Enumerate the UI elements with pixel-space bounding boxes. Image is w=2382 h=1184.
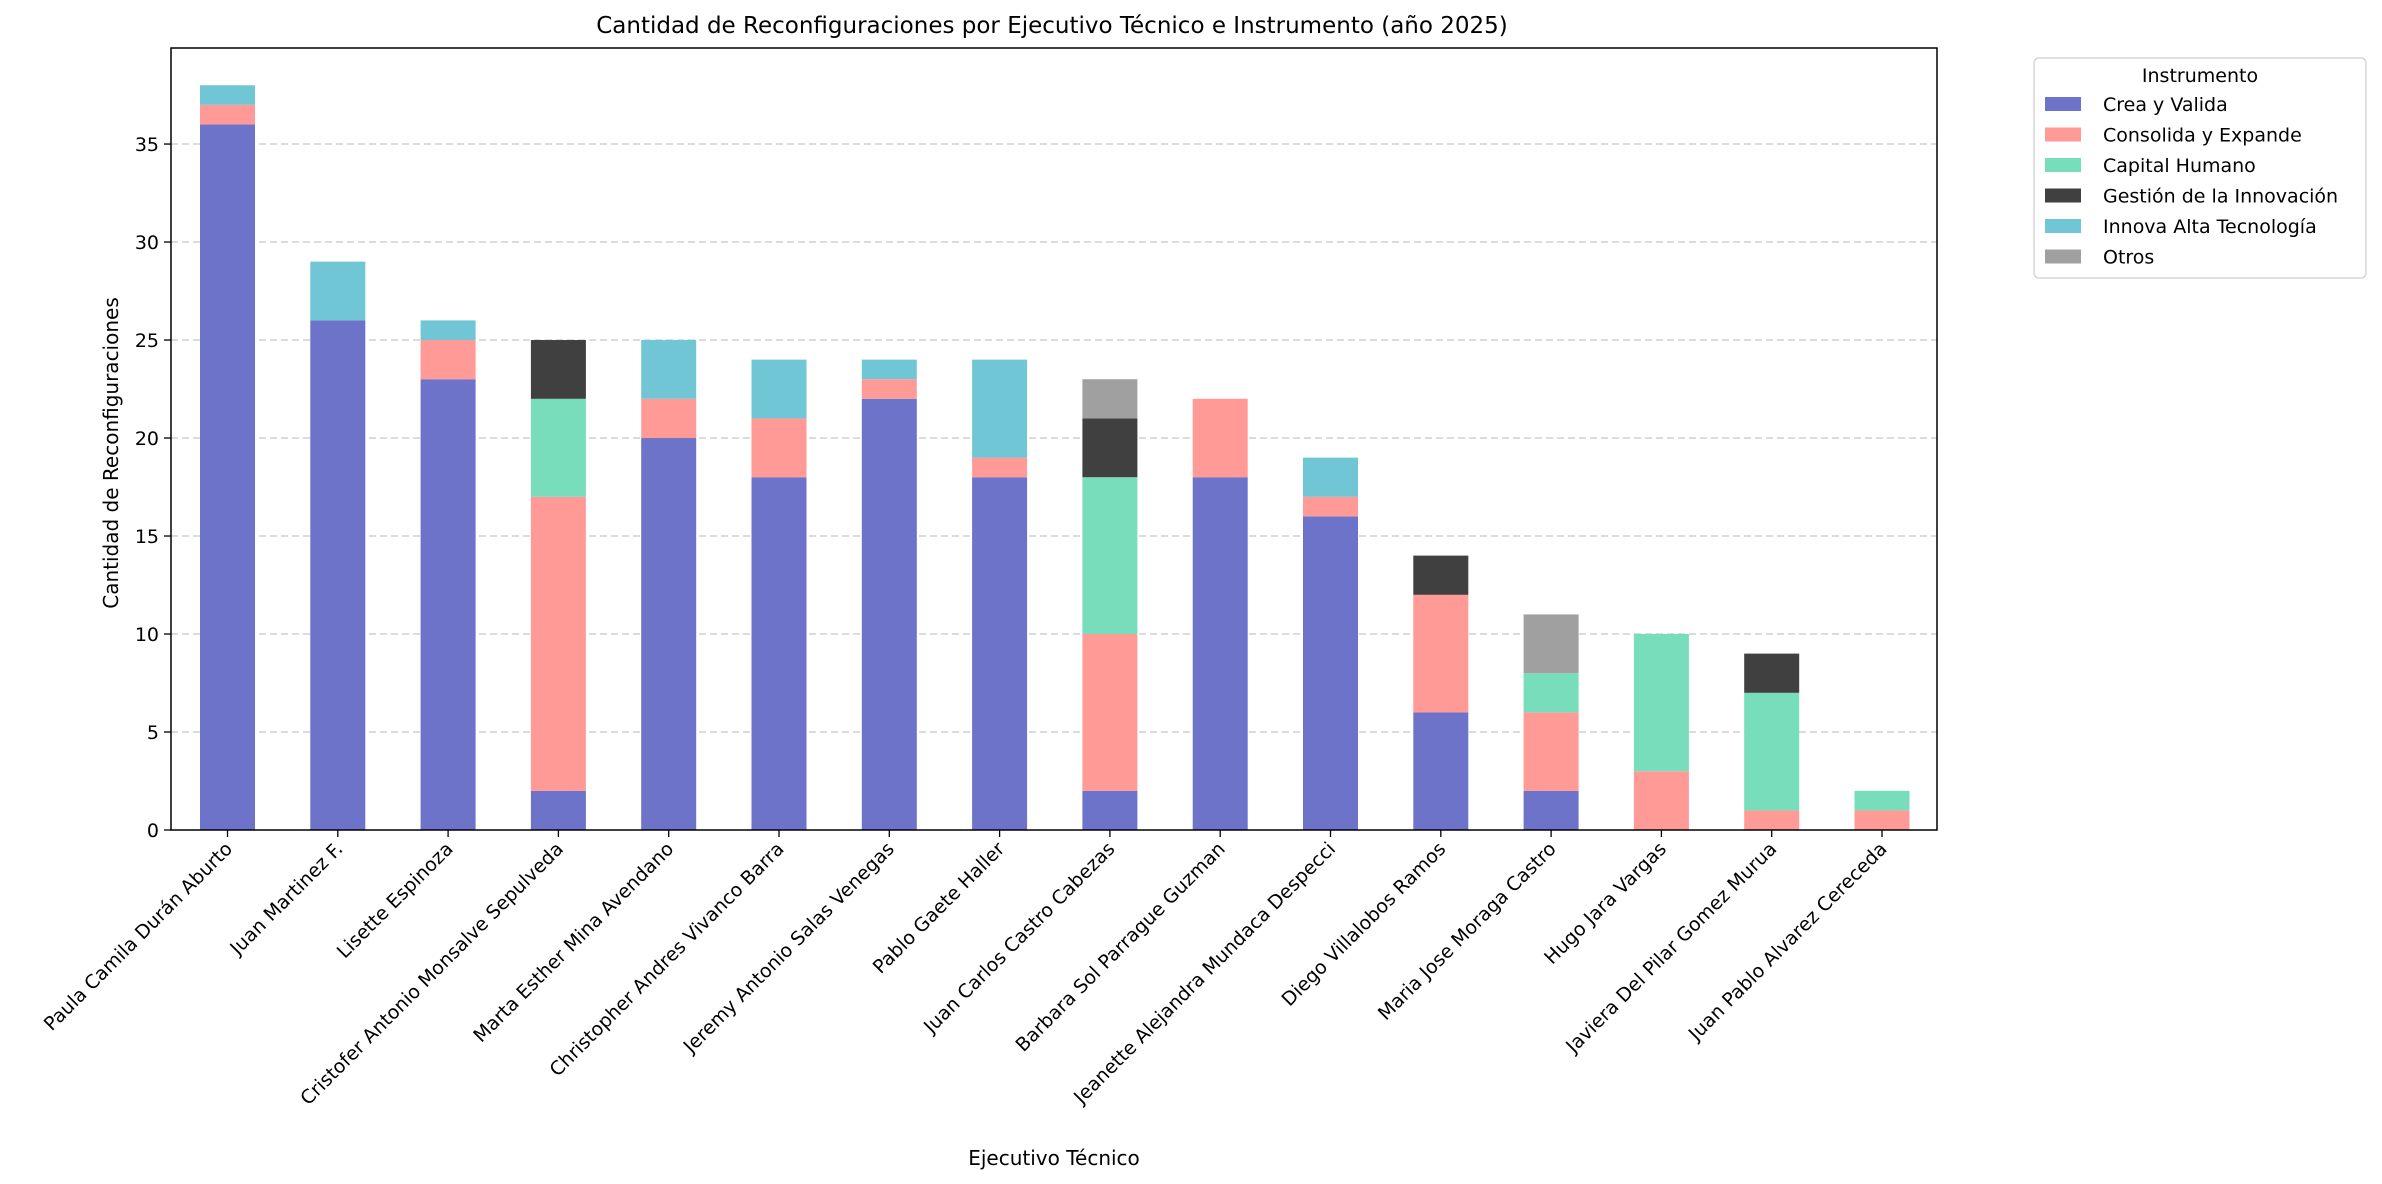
- bar-segment: [1744, 810, 1800, 830]
- bar-segment: [200, 85, 255, 105]
- bar-segment: [1082, 790, 1138, 830]
- x-tick-label: Lisette Espinoza: [333, 838, 458, 963]
- x-tick-label: Jeremy Antonio Salas Venegas: [679, 838, 899, 1058]
- bar-segment: [861, 359, 917, 380]
- gridlines: [171, 143, 1937, 733]
- bar-segment: [641, 398, 697, 439]
- bars: [200, 85, 1910, 830]
- bar-segment: [1523, 790, 1579, 830]
- bar-segment: [1744, 692, 1800, 811]
- bar-segment: [1082, 418, 1138, 478]
- x-tick-label: Juan Carlos Castro Cabezas: [919, 838, 1119, 1038]
- legend-label: Capital Humano: [2103, 155, 2256, 177]
- legend-swatch: [2045, 158, 2081, 172]
- legend-swatch: [2045, 97, 2081, 111]
- bar-segment: [861, 398, 917, 830]
- bar-segment: [310, 261, 366, 321]
- bar-segment: [1303, 516, 1358, 830]
- x-tick-label: Barbara Sol Parrague Guzman: [1011, 838, 1229, 1056]
- legend-label: Crea y Valida: [2103, 94, 2228, 116]
- bar-segment: [972, 359, 1028, 458]
- legend-label: Innova Alta Tecnología: [2103, 216, 2317, 238]
- bar-segment: [1413, 594, 1469, 713]
- legend-swatch: [2045, 127, 2081, 142]
- chart-title: Cantidad de Reconfiguraciones por Ejecut…: [596, 13, 1508, 39]
- legend-swatch: [2045, 219, 2081, 233]
- bar-segment: [1413, 555, 1469, 595]
- y-tick-label: 20: [135, 428, 159, 450]
- plot-frame: [170, 47, 1938, 831]
- bar-segment: [1523, 673, 1579, 713]
- bar-segment: [310, 320, 366, 830]
- bar-segment: [751, 359, 807, 419]
- bar-segment: [751, 477, 807, 830]
- bar-segment: [1082, 634, 1138, 791]
- bar-segment: [641, 438, 697, 830]
- y-tick-label: 35: [135, 134, 159, 156]
- bar-segment: [530, 398, 586, 497]
- y-tick-label: 15: [135, 526, 159, 548]
- y-tick-label: 10: [135, 624, 159, 646]
- x-tick-label: Hugo Jara Vargas: [1540, 838, 1671, 969]
- legend: Instrumento Crea y Valida Consolida y Expa…: [2033, 57, 2367, 279]
- bar-segment: [1744, 653, 1800, 693]
- x-axis-label: Ejecutivo Técnico: [968, 1146, 1140, 1170]
- x-tick-label: Javiera Del Pilar Gomez Murua: [1561, 838, 1781, 1058]
- y-tick-label: 30: [135, 232, 159, 254]
- bar-segment: [972, 457, 1028, 478]
- x-tick-label: Marta Esther Mina Avendano: [469, 838, 678, 1047]
- legend-title: Instrumento: [2142, 65, 2258, 87]
- bar-segment: [200, 104, 255, 125]
- bar-segment: [1854, 790, 1910, 811]
- bar-segment: [420, 379, 476, 830]
- bar-segment: [1523, 614, 1579, 674]
- bar-segment: [420, 340, 476, 380]
- x-tick-label: Juan Martinez F.: [225, 838, 347, 960]
- bar-segment: [1082, 477, 1138, 635]
- y-axis-label: Cantidad de Reconfiguraciones: [99, 297, 123, 609]
- legend-label: Consolida y Expande: [2103, 125, 2302, 147]
- bar-segment: [1413, 712, 1469, 830]
- legend-swatch: [2045, 249, 2081, 264]
- bar-segment: [1633, 634, 1689, 772]
- bar-segment: [1854, 810, 1910, 830]
- x-tick-label: Paula Camila Durán Aburto: [40, 838, 237, 1035]
- legend-label: Gestión de la Innovación: [2103, 186, 2338, 208]
- legend-label: Otros: [2103, 247, 2154, 269]
- bar-segment: [641, 340, 697, 399]
- bar-segment: [1303, 457, 1358, 497]
- bar-segment: [1303, 496, 1358, 517]
- bar-segment: [530, 496, 586, 791]
- y-tick-label: 0: [147, 820, 159, 842]
- bar-segment: [420, 320, 476, 341]
- bar-segment: [530, 790, 586, 830]
- bar-segment: [1633, 771, 1689, 830]
- bar-segment: [1192, 398, 1248, 478]
- legend-swatch: [2045, 188, 2081, 203]
- bar-segment: [200, 124, 255, 830]
- y-tick-label: 5: [147, 722, 159, 744]
- x-tick-label: Juan Pablo Alvarez Cereceda: [1684, 838, 1892, 1046]
- bar-segment: [1082, 379, 1138, 419]
- bar-segment: [972, 477, 1028, 830]
- y-tick-label: 25: [135, 330, 159, 352]
- x-tick-label: Christopher Andres Vivanco Barra: [546, 838, 789, 1081]
- bar-segment: [1192, 477, 1248, 830]
- legend-frame: [2033, 57, 2367, 279]
- x-tick-label: Maria Jose Moraga Castro: [1374, 838, 1561, 1025]
- bar-segment: [1523, 712, 1579, 791]
- bar-segment: [861, 379, 917, 399]
- bar-segment: [530, 340, 586, 399]
- bar-segment: [751, 418, 807, 478]
